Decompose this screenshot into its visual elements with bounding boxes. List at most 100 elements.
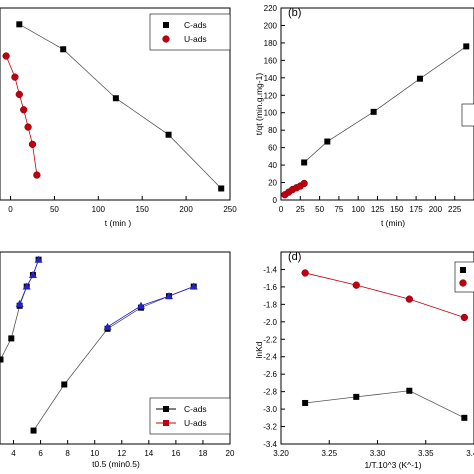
x-tick-label: 3.35	[418, 449, 434, 458]
y-tick-label: 20	[268, 179, 277, 188]
y-tick-label: -3.2	[263, 423, 277, 432]
x-axis-label: 1/T.10^3 (K^-1)	[364, 460, 421, 470]
y-tick-label: 120	[264, 91, 278, 100]
series-line-U-ads	[19, 259, 39, 304]
legend: C-ads U-ads	[149, 397, 231, 435]
x-tick-label: 50	[315, 205, 324, 214]
y-tick-label: 0	[273, 196, 278, 205]
x-tick-label: 250	[223, 205, 237, 214]
plot-frame	[0, 7, 231, 201]
data-point-C-ads	[301, 159, 308, 166]
x-tick-label: 50	[50, 205, 59, 214]
legend-label: C-ads	[184, 20, 207, 30]
panel-label: (d)	[288, 251, 301, 263]
data-point-C-ads	[16, 21, 23, 28]
y-tick-label: 80	[268, 126, 277, 135]
x-tick-label: 20	[226, 449, 235, 458]
data-point-U-ads	[34, 255, 43, 263]
series-layer	[301, 269, 469, 421]
data-point-series	[406, 387, 413, 394]
y-tick-label: 200	[264, 21, 278, 30]
data-point-U-ads	[164, 292, 173, 300]
data-point-C-ads	[324, 138, 331, 145]
data-point-series	[302, 399, 309, 406]
chart-panel-d: 3.20 3.25 3.30 3.35 3.40 -1.4 -1.6 -1.8 -2.0 -2.2…	[254, 251, 474, 470]
plot-frame	[0, 251, 231, 445]
chart-panel-b: 0 25 50 75 100 125 150 175 200 225 0 20 40 60 80 100 120…	[254, 4, 474, 228]
data-point-C-ads	[165, 131, 172, 138]
x-tick-label: 125	[371, 205, 385, 214]
legend-marker	[163, 22, 169, 28]
x-tick-label: 16	[171, 449, 180, 458]
legend-label: C-ads	[184, 404, 207, 414]
data-point-U-ads	[103, 322, 112, 330]
y-tick-label: -3.4	[263, 440, 277, 449]
data-point-C-ads	[61, 381, 68, 388]
y-tick-label: -1.4	[263, 265, 277, 274]
data-point-C-ads	[218, 185, 225, 192]
y-tick-label: -2.0	[263, 318, 277, 327]
x-tick-label: 175	[409, 205, 423, 214]
data-point-series	[301, 269, 309, 277]
panel-label: (b)	[288, 7, 301, 19]
data-point-U-ads	[15, 90, 23, 99]
data-point-series	[460, 313, 469, 322]
data-point-U-ads	[189, 282, 198, 290]
x-tick-label: 200	[429, 205, 443, 214]
data-point-series	[353, 393, 360, 400]
data-point-series	[352, 281, 360, 289]
data-point-C-ads	[112, 95, 119, 102]
data-point-U-ads	[2, 52, 10, 60]
legend: C-ads U-ads	[149, 13, 231, 51]
y-tick-label: -3.0	[263, 405, 277, 414]
legend-marker	[163, 420, 169, 426]
data-point-U-ads	[20, 106, 28, 114]
y-tick-label: -2.4	[263, 353, 277, 362]
x-tick-label: 14	[144, 449, 153, 458]
x-axis-label: t (min )	[105, 218, 132, 228]
x-tick-label: 12	[117, 449, 126, 458]
x-tick-label: 3.20	[273, 449, 289, 458]
y-tick-label: 140	[264, 74, 278, 83]
legend-marker	[162, 35, 170, 43]
x-tick-label: 25	[296, 205, 305, 214]
y-tick-label: -2.2	[263, 335, 277, 344]
x-tick-label: 100	[92, 205, 106, 214]
legend-box	[454, 261, 474, 293]
x-tick-label: 225	[448, 205, 462, 214]
legend-box	[461, 103, 474, 127]
x-tick-label: 100	[352, 205, 366, 214]
legend-marker	[460, 267, 466, 273]
y-tick-label: -2.6	[263, 370, 277, 379]
y-axis-label: t/qt (min.g.mg-1)	[254, 73, 264, 136]
legend-label: U-ads	[184, 418, 207, 428]
series-layer	[281, 43, 470, 199]
legend-marker	[163, 406, 169, 412]
x-tick-label: 10	[90, 449, 99, 458]
y-tick-label: -2.8	[263, 388, 277, 397]
series-line-C-ads	[303, 46, 467, 163]
legend-label: U-ads	[184, 34, 207, 44]
data-point-U-ads	[24, 123, 32, 131]
data-point-U-ads	[22, 282, 31, 290]
data-point-U-ads	[15, 299, 24, 307]
y-axis-label: lnKd	[254, 341, 264, 358]
x-tick-label: 150	[136, 205, 150, 214]
chart-panel-a: 0 50 100 150 200 250 t (min ) C-ads U-ads	[0, 7, 237, 228]
x-tick-label: 150	[390, 205, 404, 214]
data-point-U-ads	[28, 271, 37, 279]
y-tick-label: -1.8	[263, 300, 277, 309]
data-point-C-ads	[30, 427, 37, 434]
plot-frame	[280, 7, 474, 201]
series-line-U-ads	[107, 286, 194, 328]
data-point-series	[461, 414, 468, 421]
x-tick-label: 0	[8, 205, 13, 214]
x-tick-label: 8	[65, 449, 70, 458]
data-point-C-ads	[8, 335, 15, 342]
legend-box	[149, 397, 231, 435]
data-point-series	[405, 295, 413, 303]
y-tick-label: 220	[264, 4, 278, 13]
data-point-C-ads	[60, 46, 67, 53]
y-tick-label: 160	[264, 56, 278, 65]
